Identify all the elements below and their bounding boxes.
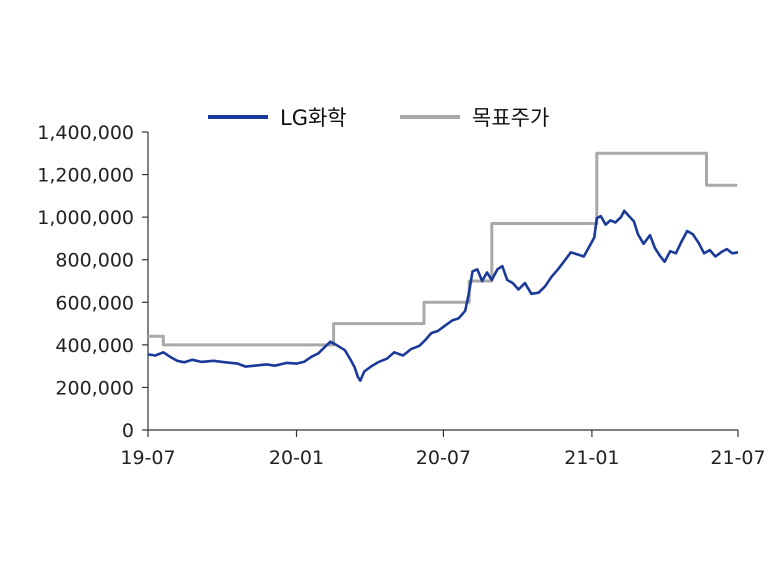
- y-tick-label: 1,000,000: [37, 207, 134, 229]
- y-axis: 0 200,000 400,000 600,000 800,000 1,000,000 1,…: [37, 122, 149, 442]
- x-tick-label: 19-07: [120, 447, 175, 469]
- x-tick-label: 20-01: [269, 447, 324, 469]
- y-tick-label: 1,400,000: [37, 122, 134, 144]
- x-tick-label: 21-01: [564, 447, 619, 469]
- series-line-target-price: [148, 151, 738, 347]
- y-tick-label: 0: [122, 420, 134, 442]
- legend-label-target-price: 목표주가: [472, 106, 549, 130]
- x-tick-label: 21-07: [710, 447, 765, 469]
- plot-area: [147, 151, 739, 382]
- y-tick-label: 400,000: [55, 335, 134, 357]
- legend: LG화학 목표주가: [208, 106, 549, 130]
- legend-label-lg-chem: LG화학: [280, 106, 347, 130]
- y-tick-label: 600,000: [55, 292, 134, 314]
- series-line-lg-chem: [147, 209, 739, 382]
- y-tick-label: 200,000: [55, 377, 134, 399]
- y-tick-label: 1,200,000: [37, 165, 134, 187]
- x-tick-label: 20-07: [416, 447, 471, 469]
- y-tick-label: 800,000: [55, 250, 134, 272]
- x-axis: 19-07 20-01 20-07 21-01 21-07: [120, 429, 766, 469]
